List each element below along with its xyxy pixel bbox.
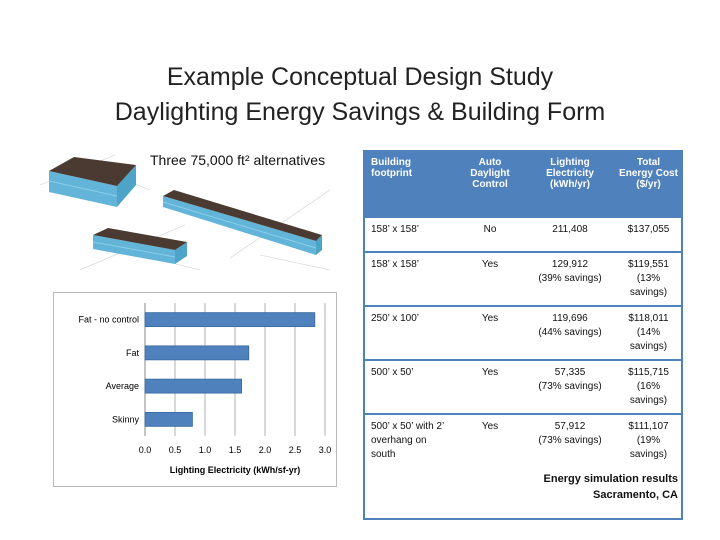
building-fat [48,157,136,207]
caption-line1: Energy simulation results [543,473,678,485]
electricity-value: 211,408 [552,224,588,235]
cell-control: Yes [456,251,524,306]
table-header-row: Building footprint Auto Daylight Control… [364,151,682,217]
cell-footprint: 500’ x 50’ with 2’ overhang on south [364,413,456,519]
cost-value: $119,551 [628,259,669,270]
x-tick-label: 1.0 [199,445,212,455]
elec_savings-value: (73% savings) [538,435,602,446]
cell-control: Yes [456,413,524,519]
bar [144,378,242,394]
table-row: 500’ x 50’ Yes 57,335 (73% savings) $115,715… [364,359,682,414]
cost-value: $111,107 [628,421,669,432]
control-value: No [483,224,497,235]
lighting-electricity-chart: 0.0 0.5 1.0 1.5 2.0 2.5 3.0 Fat - no control Fat… [53,292,337,487]
slide-title-line2: Daylighting Energy Savings & Building Fo… [114,98,606,126]
cell-footprint: 250’ x 100’ [364,305,456,360]
cell-electricity: 57,335 (73% savings) [524,359,616,414]
x-tick-label: 2.5 [289,445,302,455]
building-massing-models [39,154,331,271]
building-average [92,228,187,264]
x-tick-label: 2.0 [259,445,272,455]
footprint-value: 500’ x 50’ with 2’ overhang on south [371,421,444,460]
cell-electricity: 57,912 (73% savings) [524,413,616,519]
cost-value: $118,011 [628,313,669,324]
cost_savings-value: (19% savings) [629,435,668,460]
footprint-value: 500’ x 50’ [371,367,414,378]
electricity-value: 129,912 [551,259,589,270]
elec_savings-value: (44% savings) [538,327,602,338]
cell-cost: $118,011 (14% savings) [616,305,682,360]
control-value: Yes [481,421,499,432]
x-tick-label: 0.0 [139,445,152,455]
cell-electricity: 119,696 (44% savings) [524,305,616,360]
category-label: Fat - no control [78,315,139,325]
footprint-value: 250’ x 100’ [371,313,419,324]
col-header-electricity: Lighting Electricity (kWh/yr) [524,151,616,217]
electricity-value: 57,335 [554,367,586,378]
control-value: Yes [481,367,499,378]
electricity-value: 57,912 [554,421,586,432]
caption: Energy simulation results Sacramento, CA [544,471,678,503]
building-skinny [162,190,322,255]
cell-footprint: 158’ x 158’ [364,216,456,252]
cell-control: No [456,216,524,252]
cost_savings-value: (13% savings) [629,273,668,298]
cell-electricity: 129,912 (39% savings) [524,251,616,306]
cell-cost: $111,107 (19% savings) [616,413,682,519]
col-header-footprint: Building footprint [364,151,456,217]
cell-control: Yes [456,305,524,360]
electricity-value: 119,696 [552,313,588,324]
cost-value: $115,715 [628,367,669,378]
x-tick-label: 1.5 [229,445,242,455]
category-label: Fat [126,348,140,358]
slide-title-line1: Example Conceptual Design Study [166,63,554,91]
bar [144,345,250,361]
caption-line2: Sacramento, CA [593,489,678,501]
alternatives-label: Three 75,000 ft² alternatives [150,152,326,168]
cost-value: $137,055 [627,224,670,235]
footprint-value: 158’ x 158’ [371,259,419,270]
table-row: 158’ x 158’ Yes 129,912 (39% savings) $119,5… [364,251,682,306]
energy-results-table: Building footprint Auto Daylight Control… [363,150,683,520]
cell-cost: $119,551 (13% savings) [616,251,682,306]
control-value: Yes [481,313,499,324]
cell-electricity: 211,408 [524,216,616,252]
cell-footprint: 158’ x 158’ [364,251,456,306]
x-axis-label: Lighting Electricity (kWh/sf-yr) [170,465,301,475]
cost_savings-value: (14% savings) [629,327,668,352]
x-tick-label: 3.0 [319,445,332,455]
table-row: 158’ x 158’ No 211,408 $137,055 [364,216,682,252]
col-header-cost: Total Energy Cost ($/yr) [616,151,682,217]
cell-cost: $137,055 [616,216,682,252]
elec_savings-value: (73% savings) [538,381,602,392]
table-row: 500’ x 50’ with 2’ overhang on south Yes 5… [364,413,682,519]
bar [144,411,193,427]
category-label: Skinny [112,414,140,424]
cell-control: Yes [456,359,524,414]
cell-footprint: 500’ x 50’ [364,359,456,414]
cost_savings-value: (16% savings) [629,381,668,406]
x-tick-label: 0.5 [169,445,182,455]
elec_savings-value: (39% savings) [538,273,602,284]
bar [144,312,316,328]
control-value: Yes [481,259,499,270]
col-header-control: Auto Daylight Control [456,151,524,217]
category-label: Average [106,381,139,391]
cell-cost: $115,715 (16% savings) [616,359,682,414]
footprint-value: 158’ x 158’ [371,224,419,235]
table-row: 250’ x 100’ Yes 119,696 (44% savings) $118,0… [364,305,682,360]
